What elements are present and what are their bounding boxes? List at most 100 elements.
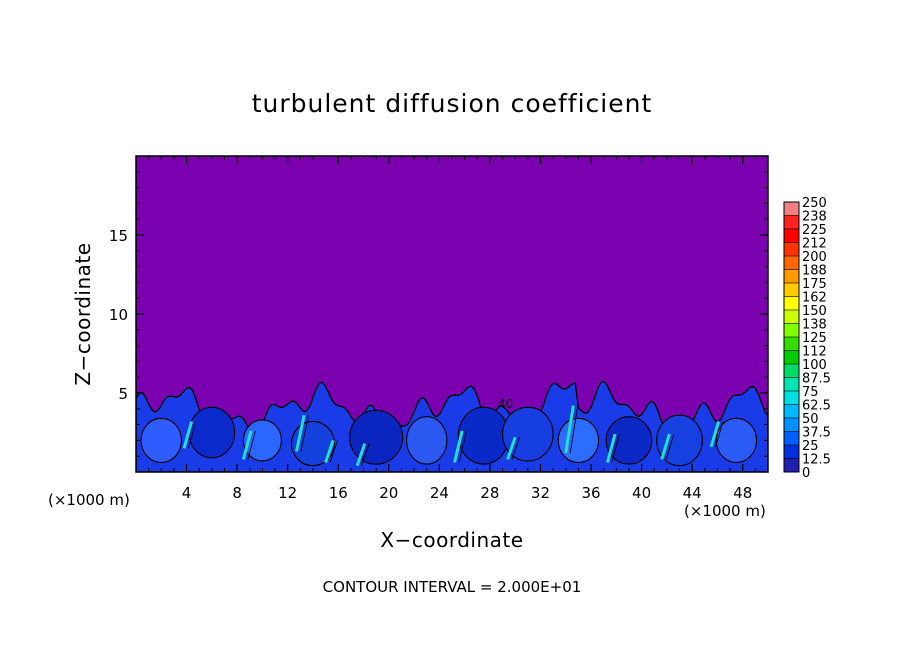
x-axis-ticks: 4 8 12 16 20 24 28 32 36 40 44 48 — [148, 156, 756, 502]
colorbar-label: 238 — [802, 210, 827, 225]
y-axis-ticks: 5 10 15 — [109, 171, 768, 457]
x-tick-label: 8 — [232, 484, 242, 502]
x-tick-label: 44 — [683, 484, 702, 502]
colorbar-label: 138 — [802, 318, 827, 333]
eddy-contour — [457, 406, 510, 465]
colorbar-swatch — [784, 242, 799, 257]
streak-contour — [361, 443, 370, 466]
colorbar-swatch — [784, 404, 799, 419]
eddy-contour — [715, 417, 758, 464]
colorbar: 2502382252122001881751621501381251121008… — [783, 196, 831, 481]
streak-contour — [665, 433, 675, 460]
high-diffusion-streak — [182, 421, 194, 449]
x-unit-right: (×1000 m) — [684, 502, 766, 520]
colorbar-label: 112 — [802, 345, 827, 360]
colorbar-label: 175 — [802, 277, 827, 292]
x-tick-label: 16 — [329, 484, 348, 502]
y-tick-label: 5 — [118, 385, 128, 403]
x-axis-label: X−coordinate — [380, 528, 523, 552]
eddy-contour — [557, 417, 600, 464]
high-diffusion-streak — [241, 430, 253, 460]
turbulent-layer — [136, 380, 768, 472]
eddy-contour — [349, 409, 404, 465]
colorbar-swatch — [784, 337, 799, 351]
colorbar-swatch — [784, 229, 799, 243]
colorbar-label: 50 — [802, 412, 819, 427]
colorbar-swatch — [784, 310, 799, 324]
colorbar-swatch — [784, 458, 799, 473]
colorbar-label: 125 — [802, 331, 827, 346]
colorbar-label: 100 — [802, 358, 827, 373]
streak-contour — [511, 437, 521, 460]
colorbar-label: 0 — [802, 466, 810, 481]
colorbar-swatch — [784, 283, 799, 297]
contour-interval-footer: CONTOUR INTERVAL = 2.000E+01 — [323, 578, 582, 596]
colorbar-swatch — [784, 445, 799, 459]
colorbar-label: 162 — [802, 291, 827, 306]
y-tick-label: 15 — [109, 227, 128, 245]
high-diffusion-streak — [453, 430, 464, 463]
colorbar-swatch — [784, 202, 799, 216]
colorbar-label: 25 — [802, 439, 819, 454]
streak-contour — [300, 415, 309, 452]
colorbar-label: 200 — [802, 250, 827, 265]
colorbar-label: 212 — [802, 237, 827, 252]
high-diffusion-streak — [564, 405, 575, 454]
streak-contour — [569, 405, 579, 454]
colorbar-swatch — [784, 350, 799, 365]
colorbar-swatch — [784, 431, 799, 446]
streak-contour — [715, 421, 724, 447]
colorbar-label: 250 — [802, 196, 827, 211]
x-tick-label: 4 — [182, 484, 192, 502]
x-unit-left: (×1000 m) — [48, 491, 130, 509]
plot-area: 40 — [135, 155, 769, 473]
high-diffusion-streak — [709, 421, 721, 448]
colorbar-label: 150 — [802, 304, 827, 319]
x-tick-label: 24 — [430, 484, 449, 502]
colorbar-swatch — [784, 418, 799, 432]
high-diffusion-streak — [606, 433, 617, 463]
streak-contour — [188, 421, 197, 449]
eddy-contour — [290, 420, 336, 467]
colorbar-label: 75 — [802, 385, 819, 400]
colorbar-swatch — [784, 323, 799, 338]
eddy-contour — [405, 416, 448, 465]
eddy-contour — [605, 416, 653, 465]
streak-contour — [329, 440, 338, 463]
colorbar-swatch — [784, 296, 799, 311]
high-diffusion-streak — [295, 414, 306, 452]
colorbar-label: 87.5 — [802, 372, 831, 387]
streak-contour — [458, 430, 467, 463]
colorbar-label: 12.5 — [802, 453, 831, 468]
colorbar-label: 188 — [802, 264, 827, 279]
streak-contour — [611, 433, 620, 463]
eddy-contour — [242, 419, 282, 462]
x-tick-label: 12 — [278, 484, 297, 502]
colorbar-swatch — [784, 364, 799, 378]
colorbar-swatch — [784, 256, 799, 270]
colorbar-label: 225 — [802, 223, 827, 238]
x-tick-label: 48 — [733, 484, 752, 502]
chart-title: turbulent diffusion coefficient — [252, 89, 653, 118]
x-tick-label: 32 — [531, 484, 550, 502]
colorbar-label: 37.5 — [802, 426, 831, 441]
eddy-contour — [501, 406, 554, 462]
colorbar-swatch — [784, 391, 799, 405]
x-tick-label: 36 — [581, 484, 600, 502]
colorbar-swatch — [784, 377, 799, 392]
eddy-contour — [140, 417, 183, 464]
high-diffusion-streak — [355, 443, 367, 467]
x-tick-label: 40 — [632, 484, 651, 502]
x-tick-label: 28 — [480, 484, 499, 502]
high-diffusion-streak — [660, 433, 671, 460]
high-diffusion-streak — [324, 439, 335, 464]
eddy-contour — [188, 406, 236, 459]
y-tick-label: 10 — [109, 306, 128, 324]
y-axis-label: Z−coordinate — [71, 242, 95, 385]
high-diffusion-streak — [506, 436, 517, 460]
colorbar-label: 62.5 — [802, 399, 831, 414]
colorbar-swatch — [784, 269, 799, 284]
x-tick-label: 20 — [379, 484, 398, 502]
streak-contour — [247, 430, 256, 460]
